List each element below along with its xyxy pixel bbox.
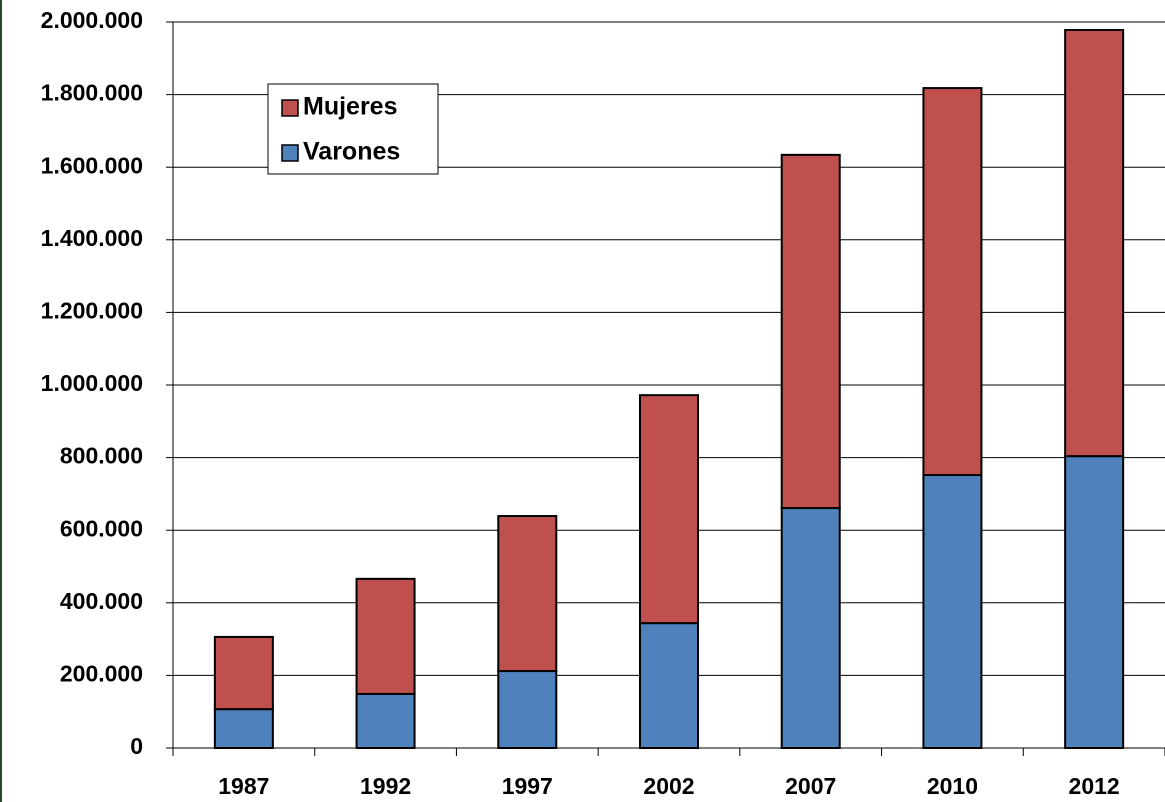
bar-segment bbox=[639, 394, 699, 625]
x-tick-label: 2010 bbox=[927, 773, 978, 799]
bar-segment bbox=[355, 577, 416, 695]
y-tick-label: 1.600.000 bbox=[41, 152, 143, 178]
bar-segment bbox=[1064, 455, 1125, 749]
y-tick-label: 600.000 bbox=[60, 515, 143, 541]
x-tick-label: 2012 bbox=[1069, 773, 1120, 799]
legend-label: Mujeres bbox=[303, 93, 397, 121]
x-tick-label: 2002 bbox=[643, 773, 694, 799]
bar-segment bbox=[497, 515, 558, 673]
y-tick-label: 200.000 bbox=[60, 660, 143, 686]
y-tick-label: 1.000.000 bbox=[41, 370, 143, 396]
x-tick-label: 2007 bbox=[785, 773, 836, 799]
legend-swatch bbox=[281, 144, 299, 162]
bar-segment bbox=[639, 622, 699, 749]
y-tick-label: 0 bbox=[130, 733, 143, 759]
y-tick-label: 400.000 bbox=[60, 588, 143, 614]
bar-segment bbox=[213, 635, 274, 711]
y-tick-label: 800.000 bbox=[60, 443, 143, 469]
edge bbox=[0, 0, 2, 802]
bar-segment bbox=[922, 87, 983, 477]
bar-segment bbox=[355, 692, 416, 750]
x-tick-label: 1997 bbox=[502, 773, 553, 799]
bar-segment bbox=[497, 670, 558, 750]
y-tick-label: 1.400.000 bbox=[41, 225, 143, 251]
bar-segment bbox=[922, 474, 983, 749]
bar-segment bbox=[1064, 28, 1125, 458]
legend-label: Varones bbox=[303, 138, 400, 166]
legend-swatch bbox=[281, 99, 299, 117]
y-tick-label: 1.800.000 bbox=[41, 80, 143, 106]
y-tick-label: 1.200.000 bbox=[41, 297, 143, 323]
bar-segment bbox=[213, 708, 274, 749]
x-tick-label: 1987 bbox=[218, 773, 269, 799]
y-tick-label: 2.000.000 bbox=[41, 7, 143, 33]
bar-segment bbox=[780, 153, 841, 510]
bar-segment bbox=[780, 507, 841, 749]
x-tick-label: 1992 bbox=[360, 773, 411, 799]
